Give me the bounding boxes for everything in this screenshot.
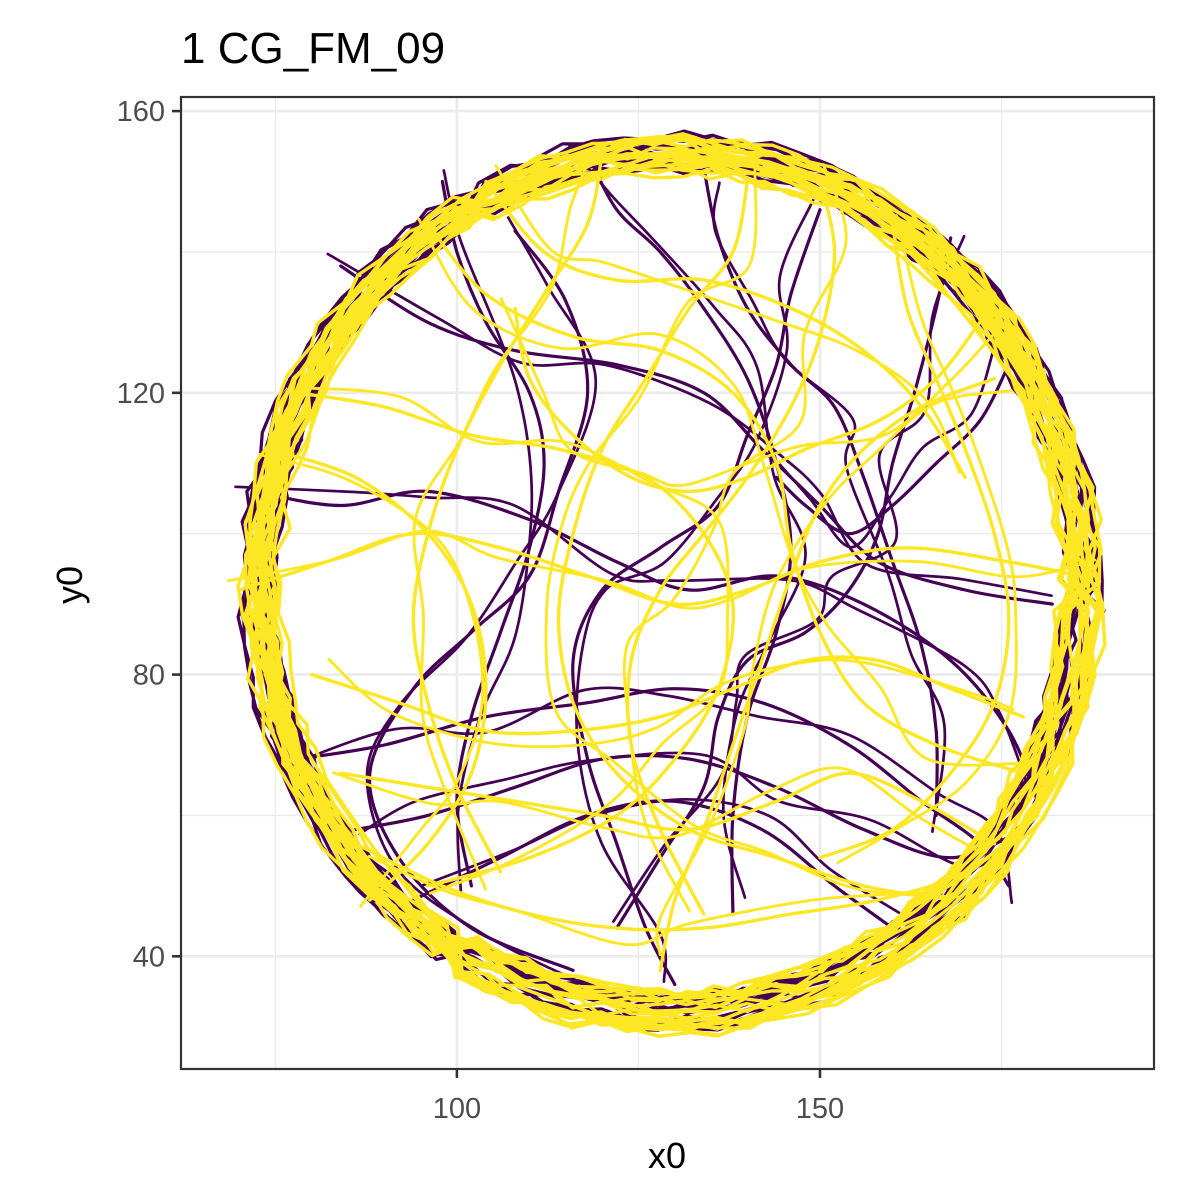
y-tick-label: 160 bbox=[117, 96, 165, 128]
series-2-wander-path bbox=[266, 447, 488, 902]
x-axis-title: x0 bbox=[648, 1135, 686, 1176]
series-2-wander-path bbox=[499, 297, 999, 488]
series-1-wander-path bbox=[252, 489, 1040, 803]
series-2-wander-path bbox=[625, 179, 837, 916]
series-1-wander-path bbox=[712, 181, 947, 834]
series-2-perimeter-track bbox=[236, 132, 1107, 1038]
series-1-wander-path bbox=[234, 485, 1031, 793]
x-tick-label: 150 bbox=[796, 1093, 844, 1125]
series-2-wander-path bbox=[513, 306, 982, 494]
axis-ticks: 100 150 40 80 120 160 bbox=[117, 96, 845, 1125]
series-1-wander-path bbox=[702, 165, 939, 817]
series-2-wander-path bbox=[310, 655, 1025, 736]
series-2-wander-path bbox=[353, 813, 1040, 932]
series-1-wander-path bbox=[365, 216, 598, 988]
series-2-wander-path bbox=[258, 453, 485, 908]
panel-border bbox=[179, 95, 1156, 1071]
series-2 bbox=[226, 132, 1107, 1038]
series-2-wander-path bbox=[484, 179, 967, 479]
series-2-wander-path bbox=[655, 389, 1013, 956]
series-2-wander-path bbox=[544, 166, 962, 899]
series-1-wander-path bbox=[440, 179, 546, 888]
chart-title: 1 CG_FM_09 bbox=[181, 24, 445, 73]
series-1-wander-path bbox=[421, 797, 902, 915]
series-1-wander-path bbox=[575, 198, 815, 984]
data-layer bbox=[226, 129, 1107, 1038]
grid bbox=[181, 97, 1154, 1069]
y-axis-title: y0 bbox=[49, 566, 90, 604]
series-2-wander-path bbox=[622, 163, 848, 913]
x-tick-label: 100 bbox=[433, 1093, 481, 1125]
series-1-wander-path bbox=[777, 347, 996, 549]
series-1-wander-path bbox=[411, 799, 895, 930]
y-tick-label: 40 bbox=[133, 941, 165, 973]
series-2-wander-path bbox=[226, 529, 1097, 610]
series-2-wander-path bbox=[367, 810, 1041, 947]
series-2-wander-path bbox=[818, 222, 1011, 860]
series-2-wander-path bbox=[411, 151, 604, 874]
series-1-wander-path bbox=[774, 363, 1011, 536]
series-1-wander-path bbox=[571, 208, 822, 987]
y-tick-label: 120 bbox=[117, 378, 165, 410]
series-2-wander-path bbox=[339, 771, 996, 846]
series-2-wander-path bbox=[412, 153, 594, 891]
series-1-wander-path bbox=[326, 252, 1053, 598]
series-2-wander-path bbox=[494, 164, 961, 474]
series-2-wander-path bbox=[237, 531, 1084, 607]
series-2-wander-path bbox=[556, 179, 953, 902]
series-2-wander-path bbox=[836, 214, 1018, 865]
series-1-wander-path bbox=[339, 264, 1054, 606]
y-tick-label: 80 bbox=[133, 660, 165, 692]
series-2-wander-path bbox=[332, 766, 984, 855]
series-1-wander-path bbox=[353, 753, 1025, 860]
